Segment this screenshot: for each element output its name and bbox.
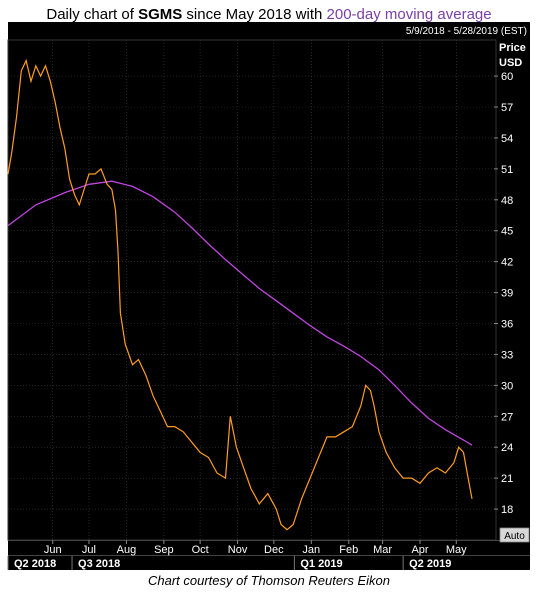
x-tick-label: May	[446, 544, 467, 556]
y-axis: 18 21 24 27 30 33 36 39 42 45 48 51 54 57 60	[494, 71, 513, 516]
y-tick-label: 24	[501, 442, 513, 454]
grid	[8, 40, 496, 540]
y-tick-label: 36	[501, 319, 513, 331]
price-series-line	[7, 58, 473, 531]
y-tick-label: 57	[501, 102, 513, 114]
quarter-tick-label: Q2 2018	[14, 558, 56, 570]
auto-button[interactable]: Auto	[499, 527, 530, 543]
x-tick-label: Jun	[44, 544, 62, 556]
title-ma: 200-day moving average	[326, 6, 492, 23]
x-tick-label: Oct	[192, 544, 209, 556]
quarter-tick-label: Q3 2018	[78, 558, 120, 570]
auto-label[interactable]: Auto	[504, 531, 525, 542]
currency-label: USD	[499, 57, 522, 69]
ma-series-line	[7, 180, 473, 446]
x-tick-label: Mar	[373, 544, 392, 556]
x-tick-label: Jul	[82, 544, 96, 556]
title-prefix: Daily chart of	[46, 6, 139, 23]
price-label: Price	[499, 42, 526, 54]
x-tick-label: Apr	[411, 544, 428, 556]
y-tick-label: 30	[501, 380, 513, 392]
y-tick-label: 45	[501, 226, 513, 238]
x-tick-label: Dec	[264, 544, 284, 556]
x-tick-label: Feb	[339, 544, 358, 556]
plot-area	[7, 39, 497, 541]
x-tick-label: Jan	[302, 544, 320, 556]
quarter-tick-label: Q1 2019	[300, 558, 342, 570]
y-tick-label: 21	[501, 473, 513, 485]
price-chart: 5/9/2018 - 5/28/2019 (EST) Price USD 18 2…	[7, 22, 530, 570]
y-tick-label: 39	[501, 288, 513, 300]
caption: Chart courtesy of Thomson Reuters Eikon	[147, 573, 391, 588]
y-tick-label: 42	[501, 257, 513, 269]
y-tick-label: 60	[501, 71, 513, 83]
y-tick-label: 18	[501, 504, 513, 516]
y-tick-label: 51	[501, 164, 513, 176]
y-tick-label: 48	[501, 195, 513, 207]
quarter-tick-label: Q2 2019	[409, 558, 451, 570]
y-tick-label: 33	[501, 349, 513, 361]
x-tick-label: Sep	[154, 544, 174, 556]
quarter-axis: Q2 2018 Q3 2018 Q1 2019 Q2 2019	[7, 556, 451, 570]
x-axis: Jun Jul Aug Sep Oct Nov Dec Jan Feb Mar Apr May	[44, 540, 467, 556]
date-range: 5/9/2018 - 5/28/2019 (EST)	[406, 26, 527, 37]
chart-title: Daily chart of SGMS since May 2018 with …	[0, 6, 538, 23]
x-tick-label: Nov	[228, 544, 248, 556]
title-ticker: SGMS	[138, 6, 183, 23]
y-tick-label: 27	[501, 411, 513, 423]
y-tick-label: 54	[501, 133, 513, 145]
x-tick-label: Aug	[117, 544, 137, 556]
title-middle: since May 2018 with	[182, 6, 327, 23]
